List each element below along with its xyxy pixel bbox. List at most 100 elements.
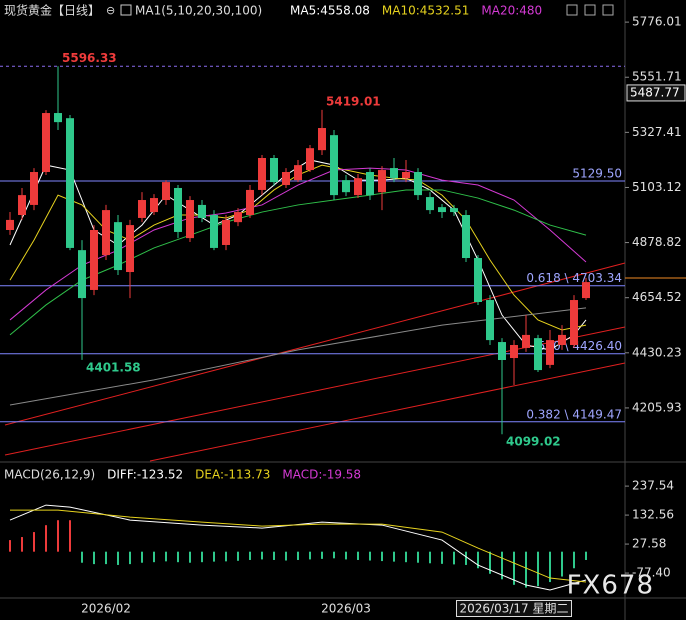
y-tick-label: 27.58 bbox=[632, 537, 666, 551]
macd-bar bbox=[261, 551, 263, 560]
macd-bar bbox=[357, 551, 359, 560]
candle-body bbox=[306, 148, 314, 171]
settings-icon[interactable]: ⊖ bbox=[106, 4, 115, 17]
macd-bar bbox=[249, 551, 251, 560]
macd-bar bbox=[9, 540, 11, 552]
macd-bar bbox=[381, 551, 383, 562]
candle-body bbox=[570, 300, 578, 345]
candle-body bbox=[186, 200, 194, 239]
candle-body bbox=[114, 222, 122, 271]
macd-bar bbox=[441, 551, 443, 564]
button[interactable] bbox=[584, 4, 596, 16]
extreme-label: 5596.33 bbox=[62, 51, 117, 65]
candle-body bbox=[522, 334, 530, 348]
legend-entry: MA5:4558.08 bbox=[290, 4, 370, 18]
indicator-icon[interactable] bbox=[120, 4, 132, 16]
y-tick-label: 4430.23 bbox=[632, 345, 682, 359]
candle-body bbox=[210, 215, 218, 248]
macd-bar bbox=[201, 551, 203, 563]
crosshair-date-box bbox=[456, 600, 572, 617]
macd-bar bbox=[285, 551, 287, 561]
macd-bar bbox=[549, 551, 551, 583]
macd-bar bbox=[105, 551, 107, 565]
macd-bar bbox=[177, 551, 179, 563]
candle-body bbox=[246, 189, 254, 216]
candle-body bbox=[546, 340, 554, 365]
macd-bar bbox=[117, 551, 119, 565]
y-tick-label: 4878.82 bbox=[632, 235, 682, 249]
candle-body bbox=[198, 204, 206, 218]
watermark: FX678 bbox=[567, 571, 654, 601]
legend-entry: DEA:-113.73 bbox=[195, 468, 270, 482]
macd-bar bbox=[93, 551, 95, 565]
candle-body bbox=[18, 195, 26, 216]
candle-body bbox=[78, 250, 86, 299]
candle-body bbox=[510, 345, 518, 359]
extreme-label: 4401.58 bbox=[86, 360, 141, 374]
macd-bar bbox=[585, 551, 587, 560]
y-tick-label: 132.56 bbox=[632, 508, 674, 522]
candle-body bbox=[414, 172, 422, 196]
candle-body bbox=[126, 225, 134, 273]
macd-bar bbox=[153, 551, 155, 563]
crosshair-price: 5487.77 bbox=[630, 85, 680, 99]
crosshair-price-box bbox=[626, 84, 686, 102]
candle-body bbox=[318, 128, 326, 151]
macd-bar bbox=[405, 551, 407, 563]
candle-body bbox=[378, 170, 386, 193]
macd-bar bbox=[189, 551, 191, 563]
macd-bar bbox=[477, 551, 479, 569]
level-label: 0.618 \ 4703.34 bbox=[526, 271, 622, 285]
candle-body bbox=[342, 180, 350, 193]
candle-body bbox=[474, 258, 482, 302]
macd-bar bbox=[453, 551, 455, 565]
macd-bar bbox=[69, 520, 71, 552]
macd-bar bbox=[501, 551, 503, 580]
candle-body bbox=[438, 207, 446, 213]
macd-bar bbox=[537, 551, 539, 587]
candle-body bbox=[162, 182, 170, 201]
candle-body bbox=[330, 135, 338, 196]
candle-body bbox=[426, 197, 434, 211]
candle-body bbox=[462, 215, 470, 259]
candle-body bbox=[258, 158, 266, 190]
macd-bar bbox=[273, 551, 275, 560]
candle-body bbox=[558, 334, 566, 345]
macd-bar bbox=[45, 525, 47, 552]
trend-line bbox=[149, 362, 626, 462]
candle-body bbox=[282, 172, 290, 186]
macd-bar bbox=[165, 551, 167, 562]
button[interactable] bbox=[602, 4, 614, 16]
candle-body bbox=[66, 118, 74, 248]
candle-body bbox=[366, 172, 374, 196]
macd-bar bbox=[369, 551, 371, 561]
y-tick-label: 5551.71 bbox=[632, 70, 682, 84]
macd-bar bbox=[345, 551, 347, 560]
indicator-line bbox=[9, 504, 587, 591]
macd-bar bbox=[33, 532, 35, 552]
candle-body bbox=[486, 300, 494, 341]
macd-bar bbox=[525, 551, 527, 588]
macd-bar bbox=[489, 551, 491, 574]
candle-body bbox=[6, 219, 14, 230]
y-tick-label: 4654.52 bbox=[632, 290, 682, 304]
candle-body bbox=[234, 212, 242, 223]
candle-body bbox=[270, 158, 278, 183]
macd-bar bbox=[309, 551, 311, 560]
legend-entry: MACD:-19.58 bbox=[282, 468, 361, 482]
macd-bar bbox=[393, 551, 395, 562]
macd-bar bbox=[297, 551, 299, 560]
button[interactable] bbox=[566, 4, 578, 16]
legend-entry: MA10:4532.51 bbox=[382, 4, 470, 18]
legend-entry: DIFF:-123.52 bbox=[107, 468, 183, 482]
legend-entry: MA20:480 bbox=[481, 4, 542, 18]
trend-line bbox=[4, 326, 626, 456]
macd-bar bbox=[465, 551, 467, 565]
trend-line bbox=[4, 262, 626, 426]
candle-body bbox=[402, 172, 410, 179]
macd-bar bbox=[417, 551, 419, 563]
y-tick-label: 4205.93 bbox=[632, 400, 682, 414]
y-tick-label: 5776.01 bbox=[632, 15, 682, 29]
